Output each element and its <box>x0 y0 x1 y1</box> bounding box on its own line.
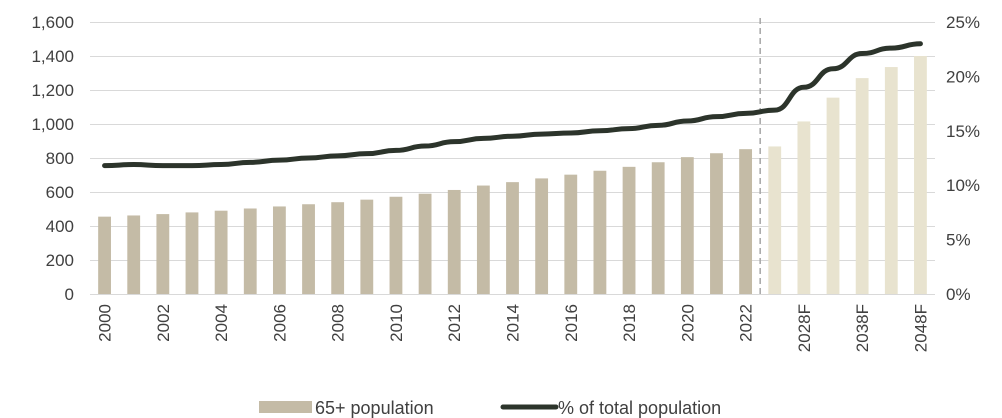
y-right-tick-label: 5% <box>946 231 971 250</box>
y-left-tick-label: 600 <box>46 183 74 202</box>
bar-2021 <box>710 153 723 294</box>
bar-2022 <box>739 149 753 294</box>
y-left-tick-label: 1,200 <box>31 81 74 100</box>
bar-2033F <box>826 97 840 295</box>
legend: 65+ population % of total population <box>259 398 721 418</box>
bar-2012 <box>447 189 461 294</box>
x-tick-label: 2022 <box>737 304 756 342</box>
y-left-tick-label: 1,000 <box>31 115 74 134</box>
bar-2014 <box>506 182 519 294</box>
x-axis-ticks: 2000 2002 2004 2006 2008 2010 2012 2014 2016 2018… <box>96 304 931 352</box>
gridlines <box>90 22 935 295</box>
y-left-tick-label: 1,600 <box>31 13 74 32</box>
y-right-tick-label: 20% <box>946 67 980 86</box>
bar-2043F <box>884 67 898 294</box>
bar-2017 <box>593 170 607 294</box>
x-tick-label: 2008 <box>329 304 348 342</box>
x-tick-label: 2010 <box>387 304 406 342</box>
bar-2018 <box>622 166 636 294</box>
x-tick-label: 2000 <box>96 304 115 342</box>
x-tick-label: 2014 <box>504 304 523 342</box>
bar-2003 <box>185 212 199 294</box>
bar-2016 <box>564 174 578 294</box>
line-pct-total-population <box>102 41 923 169</box>
x-tick-label: 2038F <box>853 304 872 352</box>
bar-2028F <box>797 121 811 294</box>
legend-label-65plus-population: 65+ population <box>315 398 434 418</box>
x-tick-label: 2018 <box>620 304 639 342</box>
bars-65plus-population <box>98 56 927 295</box>
y-axis-left-ticks: 0 200 400 600 800 1,000 1,200 1,400 1,600 <box>31 13 74 304</box>
y-right-tick-label: 25% <box>946 13 980 32</box>
legend-label-pct-total-population: % of total population <box>558 398 721 418</box>
bar-2010 <box>389 196 403 294</box>
x-tick-label: 2020 <box>678 304 697 342</box>
y-right-tick-label: 10% <box>946 176 980 195</box>
y-right-tick-label: 0% <box>946 285 971 304</box>
bar-2005 <box>243 208 257 294</box>
bar-2002 <box>156 214 170 294</box>
x-tick-label: 2016 <box>562 304 581 342</box>
x-tick-label: 2006 <box>270 304 289 342</box>
bar-2048F <box>914 56 927 294</box>
bar-2038F <box>855 78 869 294</box>
x-tick-label: 2028F <box>795 304 814 352</box>
x-tick-label: 2048F <box>911 304 930 352</box>
bar-2013 <box>476 185 490 294</box>
y-left-tick-label: 1,400 <box>31 47 74 66</box>
y-axis-right-ticks: 0% 5% 10% 15% 20% 25% <box>946 13 980 304</box>
bar-2015 <box>535 178 549 294</box>
bar-2006 <box>272 206 286 294</box>
y-left-tick-label: 200 <box>46 251 74 270</box>
bar-2023F <box>768 146 782 294</box>
legend-swatch-65plus-population <box>259 401 312 413</box>
y-right-tick-label: 15% <box>946 122 980 141</box>
x-tick-label: 2004 <box>212 304 231 342</box>
bar-2011 <box>418 193 432 294</box>
bar-2019 <box>651 162 665 294</box>
bar-2001 <box>127 215 141 294</box>
y-left-tick-label: 400 <box>46 217 74 236</box>
y-left-tick-label: 800 <box>46 149 74 168</box>
x-tick-label: 2002 <box>154 304 173 342</box>
bar-2004 <box>214 210 228 294</box>
bar-2020 <box>680 157 694 294</box>
bar-2009 <box>360 199 374 294</box>
bar-2000 <box>98 216 111 294</box>
x-tick-label: 2012 <box>445 304 464 342</box>
bar-2007 <box>302 204 315 294</box>
bar-2008 <box>331 202 345 294</box>
y-left-tick-label: 0 <box>65 285 74 304</box>
